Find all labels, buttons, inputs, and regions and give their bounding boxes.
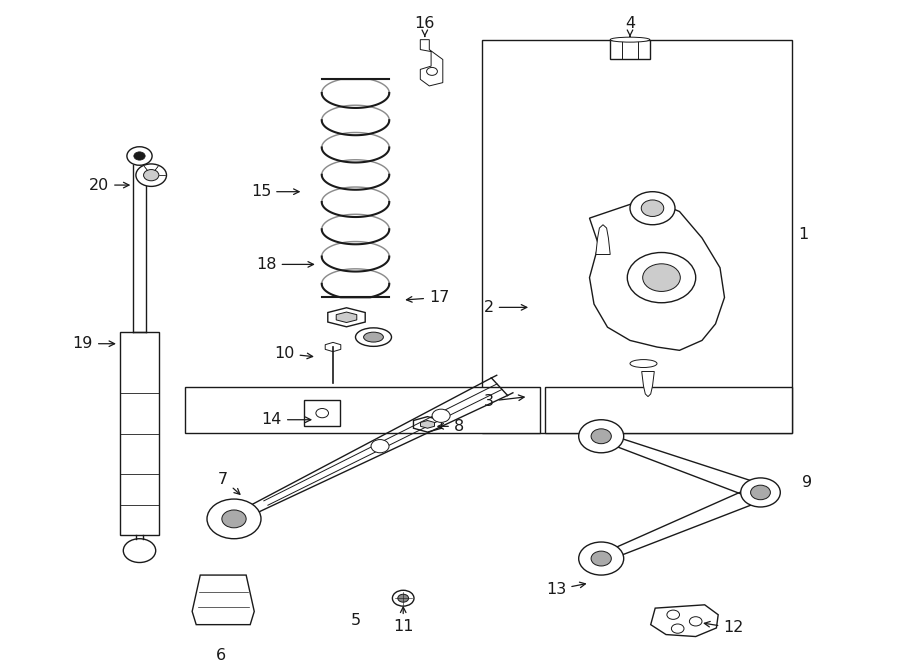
Ellipse shape (356, 328, 392, 346)
Text: 20: 20 (89, 178, 129, 192)
Circle shape (144, 169, 159, 180)
Polygon shape (610, 40, 650, 59)
Polygon shape (420, 420, 435, 428)
Circle shape (751, 485, 770, 500)
Circle shape (591, 551, 611, 566)
Circle shape (627, 253, 696, 303)
Circle shape (671, 624, 684, 633)
Circle shape (134, 152, 145, 160)
Text: 9: 9 (802, 475, 813, 490)
Text: 18: 18 (256, 257, 313, 272)
Circle shape (207, 499, 261, 539)
Text: 6: 6 (215, 648, 226, 661)
Polygon shape (328, 308, 365, 327)
Circle shape (371, 440, 389, 453)
Circle shape (427, 67, 437, 75)
Polygon shape (590, 198, 724, 350)
Circle shape (667, 610, 680, 619)
Polygon shape (325, 342, 341, 352)
Ellipse shape (364, 332, 383, 342)
Circle shape (316, 408, 328, 418)
Circle shape (741, 478, 780, 507)
Circle shape (392, 590, 414, 606)
Polygon shape (420, 40, 443, 86)
Circle shape (641, 200, 664, 216)
Text: 12: 12 (705, 621, 743, 635)
Text: 4: 4 (625, 16, 635, 36)
Text: 15: 15 (251, 184, 299, 199)
Text: 19: 19 (73, 336, 114, 351)
Polygon shape (193, 575, 254, 625)
Circle shape (136, 164, 166, 186)
Circle shape (579, 420, 624, 453)
Circle shape (398, 594, 409, 602)
Polygon shape (596, 225, 610, 254)
Text: 16: 16 (415, 16, 435, 36)
Text: 11: 11 (393, 607, 413, 634)
Text: 7: 7 (218, 472, 240, 494)
Text: 13: 13 (546, 582, 585, 597)
Polygon shape (337, 312, 356, 323)
Circle shape (127, 147, 152, 165)
Circle shape (432, 409, 450, 422)
FancyBboxPatch shape (482, 40, 792, 433)
Circle shape (221, 510, 247, 527)
FancyBboxPatch shape (544, 387, 792, 433)
Text: 1: 1 (798, 227, 809, 242)
Polygon shape (642, 371, 654, 397)
Polygon shape (304, 400, 340, 426)
Polygon shape (651, 605, 718, 637)
Text: 8: 8 (438, 419, 464, 434)
Polygon shape (413, 416, 442, 432)
Circle shape (643, 264, 680, 292)
Circle shape (579, 542, 624, 575)
Ellipse shape (610, 37, 650, 42)
Text: 10: 10 (274, 346, 312, 361)
Circle shape (591, 429, 611, 444)
Text: 14: 14 (262, 412, 310, 427)
Text: 2: 2 (483, 300, 526, 315)
Ellipse shape (630, 360, 657, 368)
Circle shape (630, 192, 675, 225)
Text: 17: 17 (407, 290, 449, 305)
FancyBboxPatch shape (184, 387, 540, 433)
Text: 3: 3 (483, 394, 524, 408)
Circle shape (689, 617, 702, 626)
Text: 5: 5 (350, 613, 361, 627)
